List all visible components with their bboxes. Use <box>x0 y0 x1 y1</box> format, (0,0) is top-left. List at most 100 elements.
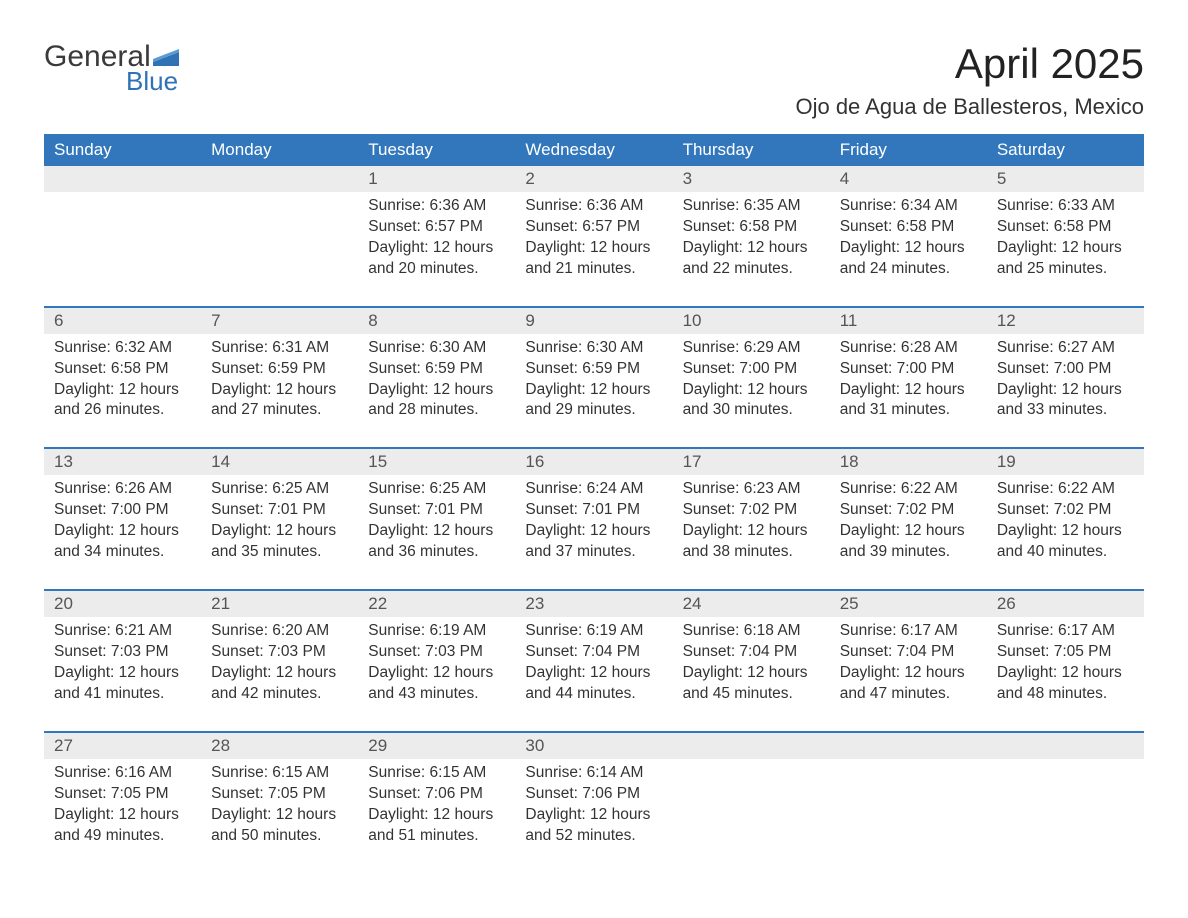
sunrise-line: Sunrise: 6:15 AM <box>211 763 348 784</box>
day-details: Sunrise: 6:30 AMSunset: 6:59 PMDaylight:… <box>515 334 672 422</box>
sunrise-line: Sunrise: 6:24 AM <box>525 479 662 500</box>
day-details: Sunrise: 6:30 AMSunset: 6:59 PMDaylight:… <box>358 334 515 422</box>
calendar-week-row: 6Sunrise: 6:32 AMSunset: 6:58 PMDaylight… <box>44 307 1144 449</box>
weekday-header: Sunday <box>44 134 201 166</box>
day-number <box>44 166 201 192</box>
day-number: 1 <box>358 166 515 192</box>
daylight-line: Daylight: 12 hours and 29 minutes. <box>525 380 662 422</box>
day-details: Sunrise: 6:25 AMSunset: 7:01 PMDaylight:… <box>358 475 515 563</box>
day-details: Sunrise: 6:18 AMSunset: 7:04 PMDaylight:… <box>673 617 830 705</box>
daylight-line: Daylight: 12 hours and 51 minutes. <box>368 805 505 847</box>
daylight-line: Daylight: 12 hours and 49 minutes. <box>54 805 191 847</box>
weekday-header: Wednesday <box>515 134 672 166</box>
daylight-line: Daylight: 12 hours and 44 minutes. <box>525 663 662 705</box>
calendar-day-cell <box>987 732 1144 873</box>
day-number: 25 <box>830 591 987 617</box>
sunrise-line: Sunrise: 6:27 AM <box>997 338 1134 359</box>
weekday-header: Tuesday <box>358 134 515 166</box>
calendar-day-cell: 8Sunrise: 6:30 AMSunset: 6:59 PMDaylight… <box>358 307 515 449</box>
sunrise-line: Sunrise: 6:16 AM <box>54 763 191 784</box>
day-number: 18 <box>830 449 987 475</box>
logo: General Blue <box>44 40 179 97</box>
daylight-line: Daylight: 12 hours and 48 minutes. <box>997 663 1134 705</box>
calendar-table: SundayMondayTuesdayWednesdayThursdayFrid… <box>44 134 1144 872</box>
sunrise-line: Sunrise: 6:35 AM <box>683 196 820 217</box>
sunrise-line: Sunrise: 6:19 AM <box>368 621 505 642</box>
page-header: General Blue April 2025 Ojo de Agua de B… <box>44 40 1144 120</box>
day-details: Sunrise: 6:27 AMSunset: 7:00 PMDaylight:… <box>987 334 1144 422</box>
sunset-line: Sunset: 6:58 PM <box>840 217 977 238</box>
calendar-body: 1Sunrise: 6:36 AMSunset: 6:57 PMDaylight… <box>44 166 1144 872</box>
calendar-day-cell: 9Sunrise: 6:30 AMSunset: 6:59 PMDaylight… <box>515 307 672 449</box>
sunset-line: Sunset: 7:04 PM <box>683 642 820 663</box>
calendar-day-cell: 21Sunrise: 6:20 AMSunset: 7:03 PMDayligh… <box>201 590 358 732</box>
day-number: 4 <box>830 166 987 192</box>
sunset-line: Sunset: 7:00 PM <box>54 500 191 521</box>
daylight-line: Daylight: 12 hours and 47 minutes. <box>840 663 977 705</box>
day-details: Sunrise: 6:35 AMSunset: 6:58 PMDaylight:… <box>673 192 830 280</box>
daylight-line: Daylight: 12 hours and 52 minutes. <box>525 805 662 847</box>
day-details: Sunrise: 6:19 AMSunset: 7:04 PMDaylight:… <box>515 617 672 705</box>
weekday-header: Monday <box>201 134 358 166</box>
sunrise-line: Sunrise: 6:28 AM <box>840 338 977 359</box>
daylight-line: Daylight: 12 hours and 45 minutes. <box>683 663 820 705</box>
day-number: 28 <box>201 733 358 759</box>
day-number: 14 <box>201 449 358 475</box>
calendar-day-cell: 27Sunrise: 6:16 AMSunset: 7:05 PMDayligh… <box>44 732 201 873</box>
calendar-day-cell: 26Sunrise: 6:17 AMSunset: 7:05 PMDayligh… <box>987 590 1144 732</box>
day-number <box>673 733 830 759</box>
sunset-line: Sunset: 7:06 PM <box>368 784 505 805</box>
day-number: 17 <box>673 449 830 475</box>
day-number: 16 <box>515 449 672 475</box>
daylight-line: Daylight: 12 hours and 43 minutes. <box>368 663 505 705</box>
day-details: Sunrise: 6:32 AMSunset: 6:58 PMDaylight:… <box>44 334 201 422</box>
sunset-line: Sunset: 7:04 PM <box>840 642 977 663</box>
sunrise-line: Sunrise: 6:21 AM <box>54 621 191 642</box>
day-number: 5 <box>987 166 1144 192</box>
sunrise-line: Sunrise: 6:20 AM <box>211 621 348 642</box>
sunrise-line: Sunrise: 6:32 AM <box>54 338 191 359</box>
day-number: 13 <box>44 449 201 475</box>
calendar-day-cell: 28Sunrise: 6:15 AMSunset: 7:05 PMDayligh… <box>201 732 358 873</box>
sunrise-line: Sunrise: 6:30 AM <box>525 338 662 359</box>
sunset-line: Sunset: 6:57 PM <box>525 217 662 238</box>
day-number: 12 <box>987 308 1144 334</box>
daylight-line: Daylight: 12 hours and 33 minutes. <box>997 380 1134 422</box>
daylight-line: Daylight: 12 hours and 21 minutes. <box>525 238 662 280</box>
sunrise-line: Sunrise: 6:17 AM <box>997 621 1134 642</box>
day-number: 26 <box>987 591 1144 617</box>
calendar-day-cell: 1Sunrise: 6:36 AMSunset: 6:57 PMDaylight… <box>358 166 515 307</box>
daylight-line: Daylight: 12 hours and 20 minutes. <box>368 238 505 280</box>
flag-icon <box>153 48 179 66</box>
sunset-line: Sunset: 7:03 PM <box>54 642 191 663</box>
sunrise-line: Sunrise: 6:36 AM <box>368 196 505 217</box>
calendar-day-cell: 4Sunrise: 6:34 AMSunset: 6:58 PMDaylight… <box>830 166 987 307</box>
day-number: 11 <box>830 308 987 334</box>
calendar-day-cell <box>673 732 830 873</box>
day-details: Sunrise: 6:29 AMSunset: 7:00 PMDaylight:… <box>673 334 830 422</box>
calendar-day-cell: 23Sunrise: 6:19 AMSunset: 7:04 PMDayligh… <box>515 590 672 732</box>
day-details: Sunrise: 6:17 AMSunset: 7:04 PMDaylight:… <box>830 617 987 705</box>
sunrise-line: Sunrise: 6:23 AM <box>683 479 820 500</box>
sunset-line: Sunset: 7:00 PM <box>683 359 820 380</box>
calendar-day-cell: 19Sunrise: 6:22 AMSunset: 7:02 PMDayligh… <box>987 448 1144 590</box>
logo-text-blue: Blue <box>126 66 178 97</box>
sunset-line: Sunset: 7:02 PM <box>997 500 1134 521</box>
day-details: Sunrise: 6:33 AMSunset: 6:58 PMDaylight:… <box>987 192 1144 280</box>
day-number: 27 <box>44 733 201 759</box>
day-details: Sunrise: 6:21 AMSunset: 7:03 PMDaylight:… <box>44 617 201 705</box>
sunset-line: Sunset: 6:58 PM <box>54 359 191 380</box>
sunset-line: Sunset: 7:02 PM <box>683 500 820 521</box>
calendar-day-cell: 25Sunrise: 6:17 AMSunset: 7:04 PMDayligh… <box>830 590 987 732</box>
day-details: Sunrise: 6:14 AMSunset: 7:06 PMDaylight:… <box>515 759 672 847</box>
sunset-line: Sunset: 7:05 PM <box>211 784 348 805</box>
calendar-day-cell: 24Sunrise: 6:18 AMSunset: 7:04 PMDayligh… <box>673 590 830 732</box>
day-details: Sunrise: 6:26 AMSunset: 7:00 PMDaylight:… <box>44 475 201 563</box>
day-number: 21 <box>201 591 358 617</box>
weekday-header: Saturday <box>987 134 1144 166</box>
day-number <box>987 733 1144 759</box>
calendar-day-cell: 22Sunrise: 6:19 AMSunset: 7:03 PMDayligh… <box>358 590 515 732</box>
title-block: April 2025 Ojo de Agua de Ballesteros, M… <box>795 40 1144 120</box>
daylight-line: Daylight: 12 hours and 27 minutes. <box>211 380 348 422</box>
daylight-line: Daylight: 12 hours and 41 minutes. <box>54 663 191 705</box>
